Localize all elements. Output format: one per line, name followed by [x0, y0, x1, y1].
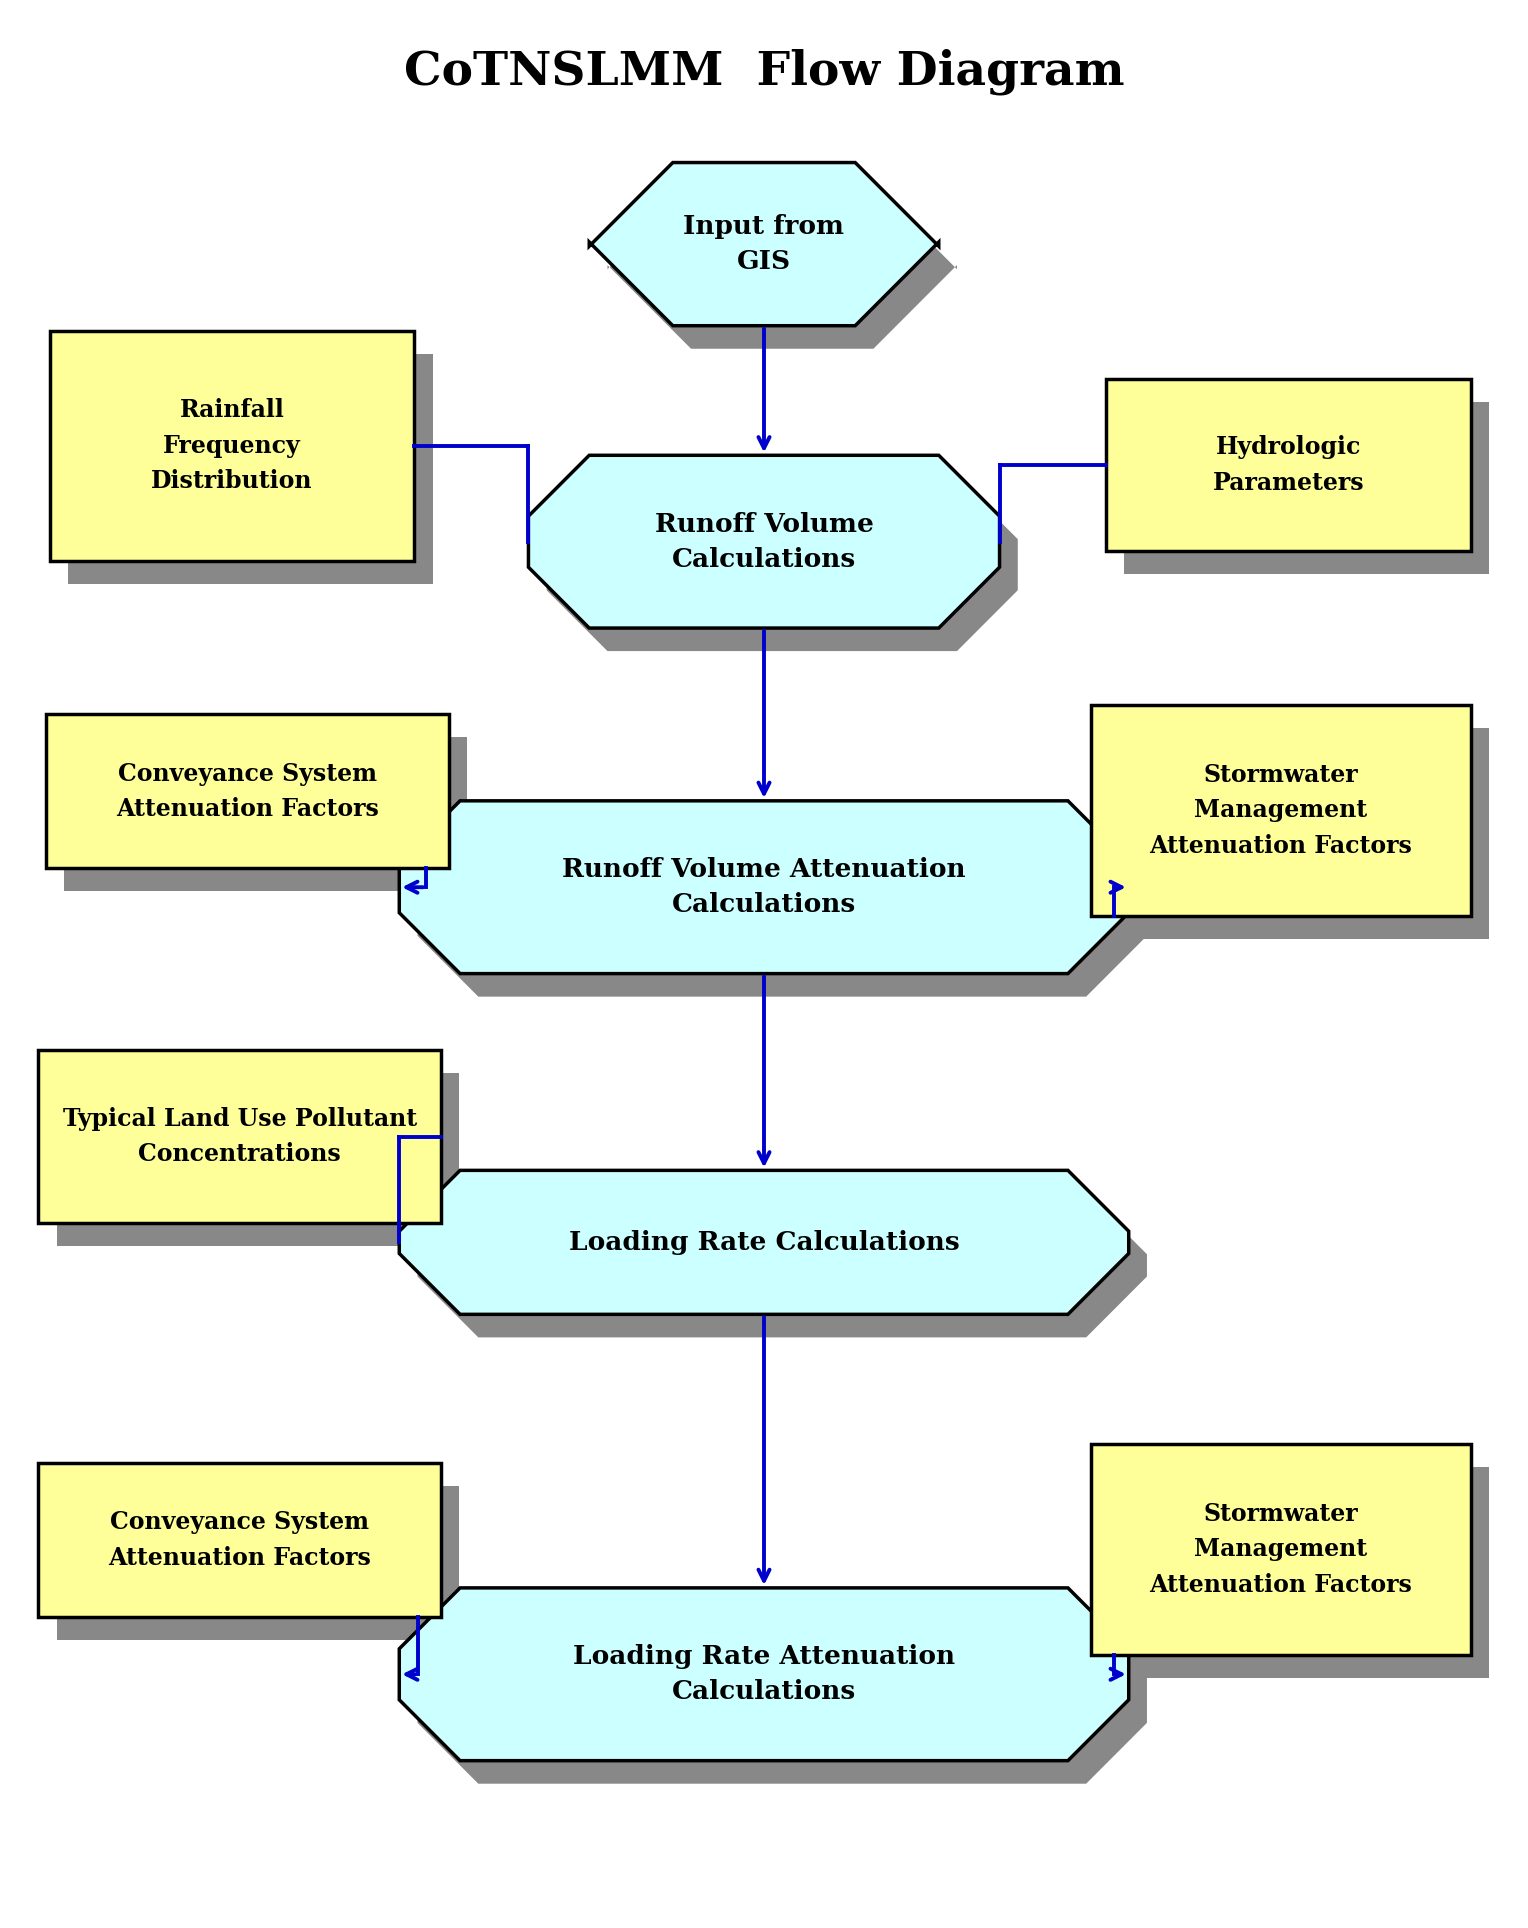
Text: Rainfall
Frequency
Distribution: Rainfall Frequency Distribution [151, 399, 313, 494]
Polygon shape [399, 800, 1129, 974]
Text: Stormwater
Management
Attenuation Factors: Stormwater Management Attenuation Factor… [1149, 1502, 1412, 1596]
Bar [1109, 729, 1488, 939]
Bar [1091, 1444, 1470, 1654]
Polygon shape [417, 1193, 1148, 1338]
Bar [38, 1051, 442, 1222]
Polygon shape [529, 455, 999, 629]
Bar [64, 738, 468, 891]
Bar [67, 353, 432, 584]
Bar [38, 1463, 442, 1618]
Text: Typical Land Use Pollutant
Concentrations: Typical Land Use Pollutant Concentration… [63, 1107, 417, 1166]
Polygon shape [417, 1612, 1148, 1783]
Text: Loading Rate Calculations: Loading Rate Calculations [568, 1230, 960, 1255]
Bar [1106, 378, 1470, 551]
Polygon shape [547, 478, 1018, 652]
Polygon shape [399, 1589, 1129, 1760]
Text: Input from
GIS: Input from GIS [683, 214, 845, 274]
Bar [1091, 706, 1470, 916]
Bar [46, 715, 449, 868]
Text: Conveyance System
Attenuation Factors: Conveyance System Attenuation Factors [116, 762, 379, 821]
Polygon shape [399, 1170, 1129, 1315]
Text: Hydrologic
Parameters: Hydrologic Parameters [1213, 436, 1365, 495]
Text: Stormwater
Management
Attenuation Factors: Stormwater Management Attenuation Factor… [1149, 763, 1412, 858]
Bar [57, 1074, 460, 1245]
Text: CoTNSLMM  Flow Diagram: CoTNSLMM Flow Diagram [403, 48, 1125, 94]
Bar [1109, 1467, 1488, 1677]
Polygon shape [608, 185, 957, 349]
Polygon shape [590, 162, 938, 326]
Text: Conveyance System
Attenuation Factors: Conveyance System Attenuation Factors [108, 1510, 371, 1569]
Text: Loading Rate Attenuation
Calculations: Loading Rate Attenuation Calculations [573, 1645, 955, 1704]
Bar [1125, 401, 1488, 575]
Text: Runoff Volume
Calculations: Runoff Volume Calculations [654, 511, 874, 573]
Polygon shape [417, 823, 1148, 997]
Text: Runoff Volume Attenuation
Calculations: Runoff Volume Attenuation Calculations [562, 858, 966, 918]
Bar [50, 330, 414, 561]
Bar [57, 1486, 460, 1639]
